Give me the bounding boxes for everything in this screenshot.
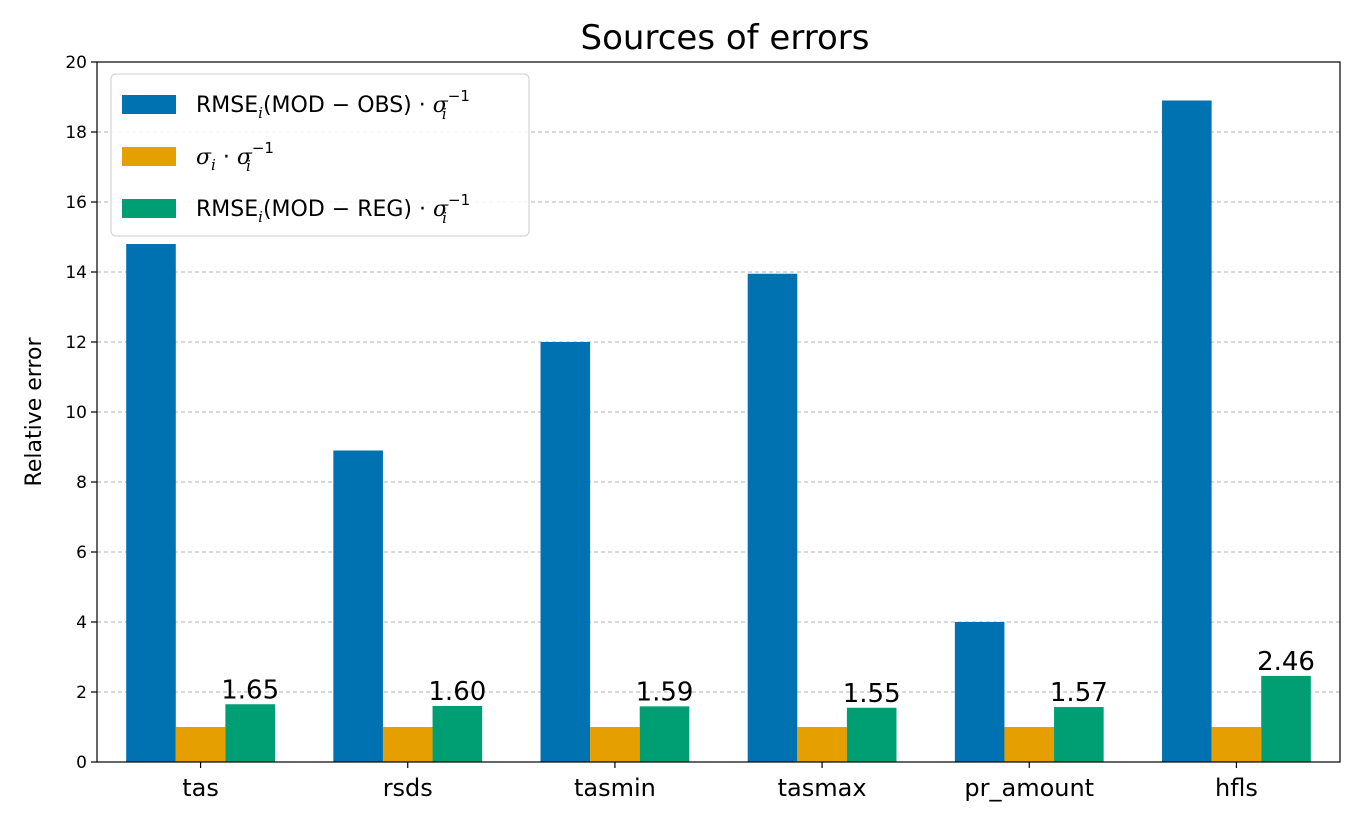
axes: 0 2 4 6 8 10 12 14 16 18 20 tas rsds tasmin tasmax pr_a… — [65, 53, 1341, 802]
y-tick-label: 0 — [76, 753, 87, 773]
data-label-tasmax: 1.55 — [843, 679, 901, 709]
data-label-pr_amount: 1.57 — [1050, 678, 1108, 708]
bars — [126, 100, 1311, 762]
legend-entry-reg: RMSEi(MOD − REG) · σ−1 i — [196, 191, 470, 227]
legend-swatch-reg — [122, 199, 176, 218]
bar-obs-tasmin — [540, 342, 591, 762]
bar-sigma-tasmin — [590, 727, 640, 762]
bar-reg-tasmin — [639, 706, 690, 762]
data-label-tasmin: 1.59 — [636, 677, 694, 707]
bar-sigma-tas — [175, 727, 226, 762]
y-tick-label: 8 — [76, 473, 87, 493]
data-labels: 1.65 1.60 1.59 1.55 1.57 2.46 — [221, 647, 1315, 709]
x-tick-label-tasmin: tasmin — [574, 774, 656, 802]
bar-reg-hfls — [1261, 675, 1311, 762]
x-tick-label-tasmax: tasmax — [778, 774, 867, 802]
x-tick-label-hfls: hfls — [1215, 774, 1258, 802]
x-tick-label-pr_amount: pr_amount — [964, 774, 1094, 802]
y-tick-label: 12 — [65, 333, 87, 353]
bar-reg-tas — [225, 704, 275, 762]
plot-frame — [96, 61, 1341, 763]
y-tick-label: 18 — [65, 123, 87, 143]
legend-box — [110, 73, 530, 237]
legend-swatch-obs — [122, 95, 176, 114]
y-tick-label: 6 — [76, 543, 87, 563]
y-tick-label: 10 — [65, 403, 87, 423]
bar-reg-rsds — [432, 706, 483, 762]
bar-obs-pr_amount — [954, 622, 1005, 762]
x-tick-label-rsds: rsds — [383, 774, 433, 802]
y-axis-title: Relative error — [22, 337, 47, 487]
data-label-rsds: 1.60 — [428, 677, 486, 707]
bar-reg-pr_amount — [1054, 707, 1104, 762]
legend-entry-sigma: σi · σ−1 i — [196, 139, 274, 175]
bar-obs-hfls — [1162, 100, 1212, 762]
legend-entry-obs: RMSEi(MOD − OBS) · σ−1 i — [196, 87, 470, 123]
x-tick-label-tas: tas — [182, 774, 219, 802]
y-tick-label: 20 — [65, 53, 87, 73]
bar-obs-tasmax — [747, 273, 798, 762]
chart-title: Sources of errors — [581, 18, 870, 58]
y-tick-label: 2 — [76, 683, 87, 703]
bar-reg-tasmax — [846, 707, 897, 762]
bar-sigma-hfls — [1211, 727, 1262, 762]
bar-obs-rsds — [333, 450, 383, 762]
y-tick-label: 14 — [65, 263, 87, 283]
y-tick-label: 16 — [65, 193, 87, 213]
legend: RMSEi(MOD − OBS) · σ−1 i σi · σ−1 i RMSEi(MO… — [110, 73, 530, 237]
bar-sigma-rsds — [382, 727, 433, 762]
data-label-hfls: 2.46 — [1257, 647, 1315, 677]
bar-sigma-pr_amount — [1004, 727, 1055, 762]
bar-obs-tas — [126, 244, 176, 762]
legend-swatch-sigma — [122, 147, 176, 166]
bar-sigma-tasmax — [797, 727, 847, 762]
y-tick-label: 4 — [76, 613, 87, 633]
data-label-tas: 1.65 — [221, 675, 279, 705]
